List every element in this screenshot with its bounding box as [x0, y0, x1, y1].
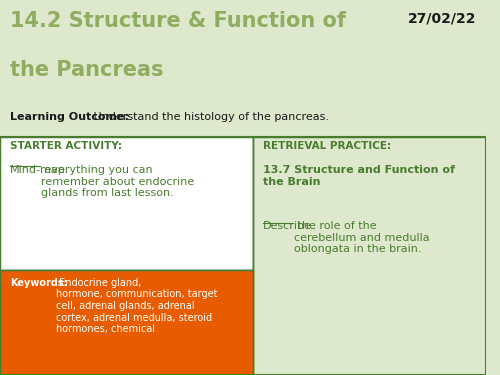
Text: Understand the histology of the pancreas.: Understand the histology of the pancreas…	[90, 112, 329, 123]
Text: everything you can
remember about endocrine
glands from last lesson.: everything you can remember about endocr…	[42, 165, 194, 198]
Text: Keywords:: Keywords:	[10, 278, 68, 288]
Text: 27/02/22: 27/02/22	[408, 11, 476, 25]
FancyBboxPatch shape	[0, 137, 253, 270]
Text: RETRIEVAL PRACTICE:: RETRIEVAL PRACTICE:	[262, 141, 390, 151]
Text: Learning Outcome:: Learning Outcome:	[10, 112, 128, 123]
Text: 13.7 Structure and Function of
the Brain: 13.7 Structure and Function of the Brain	[262, 165, 454, 187]
Text: Describe: Describe	[262, 221, 312, 231]
FancyBboxPatch shape	[253, 137, 486, 375]
Text: Mind-map: Mind-map	[10, 165, 66, 175]
FancyBboxPatch shape	[0, 270, 253, 375]
Text: 14.2 Structure & Function of: 14.2 Structure & Function of	[10, 11, 345, 31]
Text: Endocrine gland,
hormone, communication, target
cell, adrenal glands, adrenal
co: Endocrine gland, hormone, communication,…	[56, 278, 218, 334]
Text: the Pancreas: the Pancreas	[10, 60, 163, 80]
Text: the role of the
cerebellum and medulla
oblongata in the brain.: the role of the cerebellum and medulla o…	[294, 221, 430, 255]
Text: STARTER ACTIVITY:: STARTER ACTIVITY:	[10, 141, 122, 151]
